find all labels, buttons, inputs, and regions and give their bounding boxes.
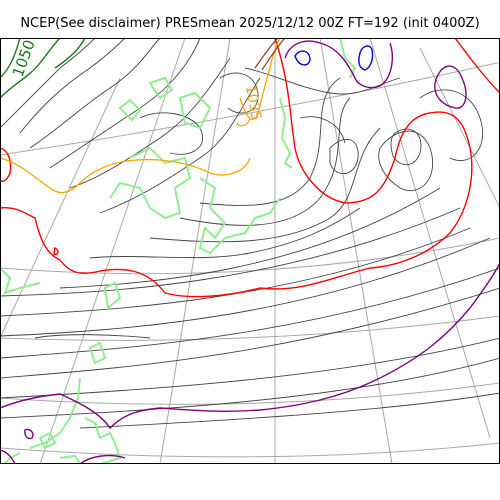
isobar xyxy=(390,128,422,166)
meridian-line xyxy=(0,77,121,339)
isobar-low xyxy=(434,65,467,109)
isobar xyxy=(419,89,484,162)
high-isobars xyxy=(0,38,86,99)
coastline xyxy=(29,377,81,449)
graticule xyxy=(0,38,500,464)
latitude-line xyxy=(0,382,500,405)
map-title: NCEP(See disclaimer) PRESmean 2025/12/12… xyxy=(20,16,480,31)
isobar xyxy=(299,116,346,144)
isobar-deep-low xyxy=(294,50,311,66)
deep-low-isobars xyxy=(294,45,374,71)
isobar xyxy=(34,334,151,339)
dark-red-isobar xyxy=(254,38,286,71)
isobar xyxy=(179,97,351,226)
isobar-low xyxy=(79,454,126,464)
isobar xyxy=(149,127,381,243)
isobar xyxy=(0,287,500,379)
meridian-line xyxy=(39,38,186,464)
isobar xyxy=(219,72,259,114)
isobar xyxy=(0,207,461,297)
pressure-map: 1050 1035 xyxy=(0,38,500,464)
isobar xyxy=(19,38,126,134)
isobar xyxy=(0,357,500,419)
coastline xyxy=(198,177,281,255)
coastline xyxy=(148,76,174,100)
coastline xyxy=(103,281,122,310)
isobars xyxy=(0,38,500,429)
latitude-line xyxy=(0,237,500,275)
isobar-low xyxy=(0,449,16,464)
low-isobars xyxy=(0,40,500,464)
coastline xyxy=(88,341,107,365)
coastline xyxy=(178,91,212,130)
isobar xyxy=(99,77,261,214)
isobar xyxy=(0,237,491,337)
isobar xyxy=(329,138,359,175)
coastlines xyxy=(0,38,357,464)
meridian-line xyxy=(319,38,393,464)
isobar xyxy=(89,207,361,259)
isobar-high xyxy=(54,38,86,69)
isobar-deep-low xyxy=(358,45,374,71)
coastline xyxy=(109,146,192,220)
isobar xyxy=(0,227,471,317)
coastline xyxy=(38,431,57,450)
isobar-low xyxy=(0,262,500,430)
isobar-high xyxy=(0,38,21,79)
coastline xyxy=(118,98,142,122)
coastline xyxy=(279,97,293,169)
isobar xyxy=(0,337,500,399)
latitude-line xyxy=(0,315,500,341)
coastline xyxy=(59,454,81,464)
latitude-line xyxy=(0,442,500,458)
contour-label-high: 1050 xyxy=(9,38,39,79)
isobar xyxy=(0,38,96,129)
red-isobar xyxy=(0,38,500,298)
contour-label-orange: 1035 xyxy=(242,84,264,122)
isobar xyxy=(0,267,500,359)
isobar-low xyxy=(24,428,34,440)
meridian-line xyxy=(159,38,231,464)
isobar xyxy=(69,57,231,189)
isobar-low xyxy=(284,40,393,89)
meridian-line xyxy=(419,47,500,209)
latitude-line xyxy=(0,61,500,156)
meridian-line xyxy=(369,38,491,439)
isobar-high xyxy=(0,38,61,99)
isobar xyxy=(378,130,434,192)
isobar xyxy=(49,38,201,169)
isobar xyxy=(29,38,161,149)
isobar xyxy=(79,392,500,429)
coastline xyxy=(84,417,122,464)
isobar xyxy=(199,77,341,206)
coastline xyxy=(0,267,41,295)
isobar xyxy=(59,187,441,289)
coastline xyxy=(4,452,21,464)
